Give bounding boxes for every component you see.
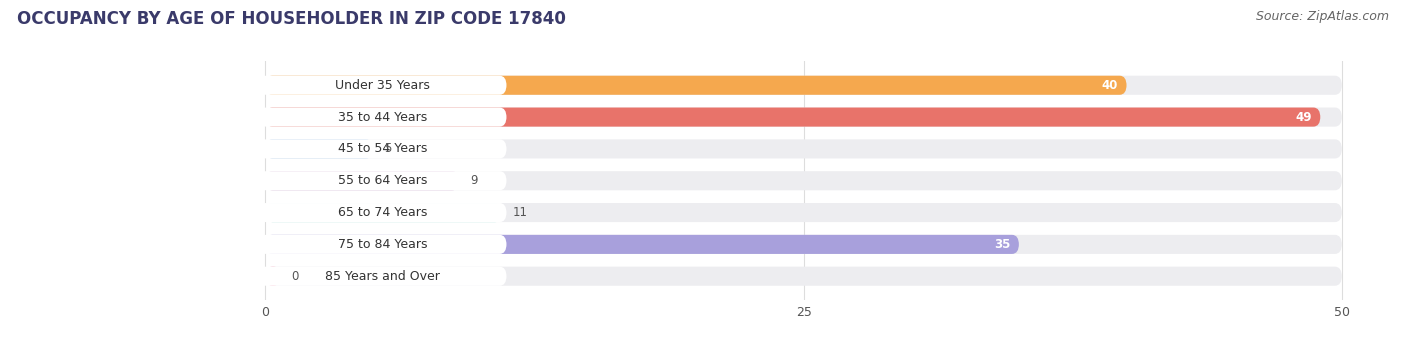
FancyBboxPatch shape bbox=[266, 235, 1341, 254]
FancyBboxPatch shape bbox=[259, 107, 506, 127]
FancyBboxPatch shape bbox=[266, 267, 281, 286]
FancyBboxPatch shape bbox=[266, 139, 1341, 159]
FancyBboxPatch shape bbox=[266, 76, 1126, 95]
Text: 5: 5 bbox=[384, 143, 391, 155]
Text: 35 to 44 Years: 35 to 44 Years bbox=[337, 110, 427, 123]
Text: 75 to 84 Years: 75 to 84 Years bbox=[337, 238, 427, 251]
Text: 49: 49 bbox=[1295, 110, 1312, 123]
Text: 35: 35 bbox=[994, 238, 1011, 251]
FancyBboxPatch shape bbox=[266, 171, 1341, 190]
Text: 85 Years and Over: 85 Years and Over bbox=[325, 270, 440, 283]
Text: 55 to 64 Years: 55 to 64 Years bbox=[337, 174, 427, 187]
Text: 0: 0 bbox=[291, 270, 298, 283]
FancyBboxPatch shape bbox=[259, 76, 506, 95]
FancyBboxPatch shape bbox=[259, 267, 506, 286]
Text: 11: 11 bbox=[513, 206, 529, 219]
FancyBboxPatch shape bbox=[266, 171, 460, 190]
FancyBboxPatch shape bbox=[259, 139, 506, 159]
FancyBboxPatch shape bbox=[266, 267, 1341, 286]
FancyBboxPatch shape bbox=[266, 203, 1341, 222]
FancyBboxPatch shape bbox=[266, 107, 1320, 127]
FancyBboxPatch shape bbox=[266, 107, 1341, 127]
FancyBboxPatch shape bbox=[259, 235, 506, 254]
FancyBboxPatch shape bbox=[266, 203, 502, 222]
Text: 65 to 74 Years: 65 to 74 Years bbox=[337, 206, 427, 219]
FancyBboxPatch shape bbox=[266, 139, 373, 159]
Text: 45 to 54 Years: 45 to 54 Years bbox=[337, 143, 427, 155]
Text: 9: 9 bbox=[470, 174, 478, 187]
Text: 40: 40 bbox=[1101, 79, 1118, 92]
FancyBboxPatch shape bbox=[266, 235, 1019, 254]
FancyBboxPatch shape bbox=[259, 203, 506, 222]
FancyBboxPatch shape bbox=[259, 171, 506, 190]
FancyBboxPatch shape bbox=[266, 76, 1341, 95]
Text: Under 35 Years: Under 35 Years bbox=[335, 79, 430, 92]
Text: Source: ZipAtlas.com: Source: ZipAtlas.com bbox=[1256, 10, 1389, 23]
Text: OCCUPANCY BY AGE OF HOUSEHOLDER IN ZIP CODE 17840: OCCUPANCY BY AGE OF HOUSEHOLDER IN ZIP C… bbox=[17, 10, 565, 28]
